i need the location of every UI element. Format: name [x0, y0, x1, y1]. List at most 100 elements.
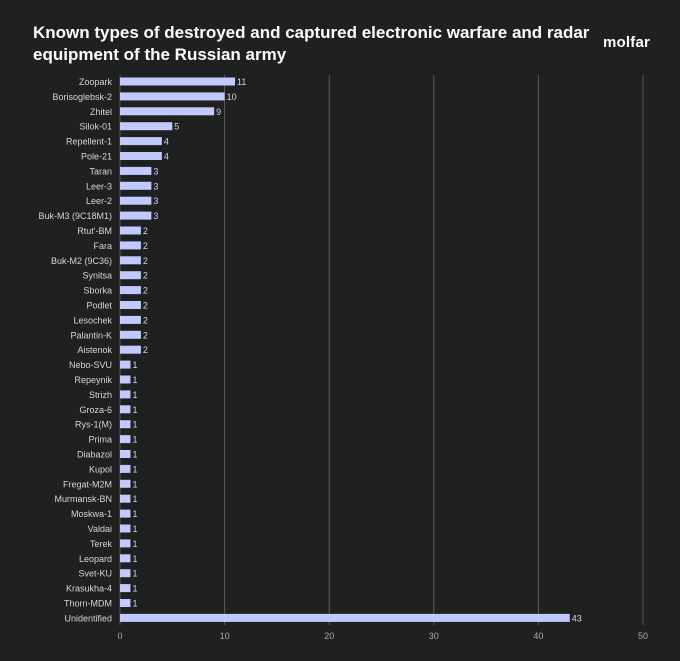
value-label: 4 — [164, 137, 169, 147]
bar — [120, 345, 141, 354]
value-label: 1 — [132, 569, 137, 579]
chart-title: Known types of destroyed and captured el… — [33, 23, 590, 64]
category-label: Synitsa — [82, 271, 112, 281]
value-label: 1 — [132, 375, 137, 385]
category-label: Silok-01 — [79, 122, 112, 132]
category-label: Sborka — [83, 286, 112, 296]
x-tick-label: 10 — [220, 631, 230, 641]
value-label: 2 — [143, 286, 148, 296]
bar — [120, 241, 141, 250]
category-label: Leer-2 — [86, 196, 112, 206]
bar — [120, 122, 173, 131]
category-label: Repellent-1 — [66, 137, 112, 147]
bar — [120, 360, 131, 369]
category-label: Thorn-MDM — [64, 599, 112, 609]
value-label: 1 — [132, 464, 137, 474]
category-label: Prima — [88, 435, 112, 445]
category-label: Zoopark — [79, 77, 113, 87]
bar — [120, 494, 131, 503]
value-label: 1 — [132, 360, 137, 370]
value-label: 1 — [132, 390, 137, 400]
category-label: Groza-6 — [79, 405, 112, 415]
bar — [120, 435, 131, 444]
category-label: Svet-KU — [78, 569, 112, 579]
category-label: Leopard — [79, 554, 112, 564]
x-tick-label: 30 — [429, 631, 439, 641]
category-label: Zhitel — [90, 107, 112, 117]
bar — [120, 211, 152, 220]
bar — [120, 375, 131, 384]
category-label: Pole-21 — [81, 152, 112, 162]
bars — [120, 77, 570, 622]
category-label: Buk-M3 (9C18M1) — [38, 211, 112, 221]
bar — [120, 450, 131, 458]
bar — [120, 599, 131, 607]
category-label: Leer-3 — [86, 181, 112, 191]
bar — [120, 390, 131, 399]
category-label: Strizh — [89, 390, 112, 400]
category-label: Unidentified — [64, 613, 112, 623]
value-label: 3 — [153, 181, 158, 191]
value-label: 1 — [132, 524, 137, 534]
value-label: 2 — [143, 345, 148, 355]
bar — [120, 315, 141, 324]
bar — [120, 479, 131, 488]
category-label: Nebo-SVU — [69, 360, 112, 370]
category-label: Taran — [89, 166, 112, 176]
bar — [120, 77, 236, 86]
bar — [120, 166, 152, 175]
value-label: 10 — [227, 92, 237, 102]
category-label: Diabazol — [77, 450, 112, 460]
bar — [120, 286, 141, 295]
category-label: Podlet — [86, 301, 112, 311]
bar — [120, 92, 225, 101]
bar — [120, 256, 141, 265]
category-label: Borisoglebsk-2 — [52, 92, 112, 102]
category-label: Rtut'-BM — [77, 226, 112, 236]
value-label: 1 — [132, 509, 137, 519]
category-label: Aistenok — [77, 345, 112, 355]
category-label: Fara — [93, 241, 112, 251]
value-label: 1 — [132, 479, 137, 489]
value-label: 1 — [132, 435, 137, 445]
value-label: 1 — [132, 405, 137, 415]
value-label: 2 — [143, 241, 148, 251]
value-label: 2 — [143, 301, 148, 311]
bar — [120, 330, 141, 339]
category-label: Kupol — [89, 464, 112, 474]
molfar-logo: molfar — [603, 34, 651, 51]
x-tick-labels: 0 10 20 30 40 50 — [117, 631, 648, 641]
category-label: Murmansk-BN — [54, 494, 112, 504]
value-label: 1 — [132, 554, 137, 564]
bar — [120, 569, 131, 578]
value-label: 2 — [143, 226, 148, 236]
bar — [120, 509, 131, 518]
category-label: Rys-1(M) — [75, 420, 112, 430]
value-label: 1 — [132, 420, 137, 430]
bar — [120, 524, 131, 533]
bar — [120, 226, 141, 235]
bar — [120, 464, 131, 473]
value-label: 9 — [216, 107, 221, 117]
value-label: 2 — [143, 330, 148, 340]
value-label: 43 — [572, 613, 582, 623]
category-label: Terek — [90, 539, 113, 549]
value-label: 3 — [153, 166, 158, 176]
value-label: 1 — [132, 450, 137, 460]
value-label: 2 — [143, 271, 148, 281]
value-label: 1 — [132, 539, 137, 549]
bar — [120, 137, 162, 146]
category-label: Krasukha-4 — [66, 584, 112, 594]
x-tick-label: 50 — [638, 631, 648, 641]
value-label: 2 — [143, 256, 148, 266]
bar — [120, 405, 131, 414]
value-label: 2 — [143, 315, 148, 325]
x-tick-label: 40 — [533, 631, 543, 641]
category-label: Moskwa-1 — [71, 509, 112, 519]
bar — [120, 613, 570, 622]
category-label: Buk-M2 (9C36) — [51, 256, 112, 266]
category-label: Palantin-K — [70, 330, 112, 340]
value-label: 5 — [174, 122, 179, 132]
